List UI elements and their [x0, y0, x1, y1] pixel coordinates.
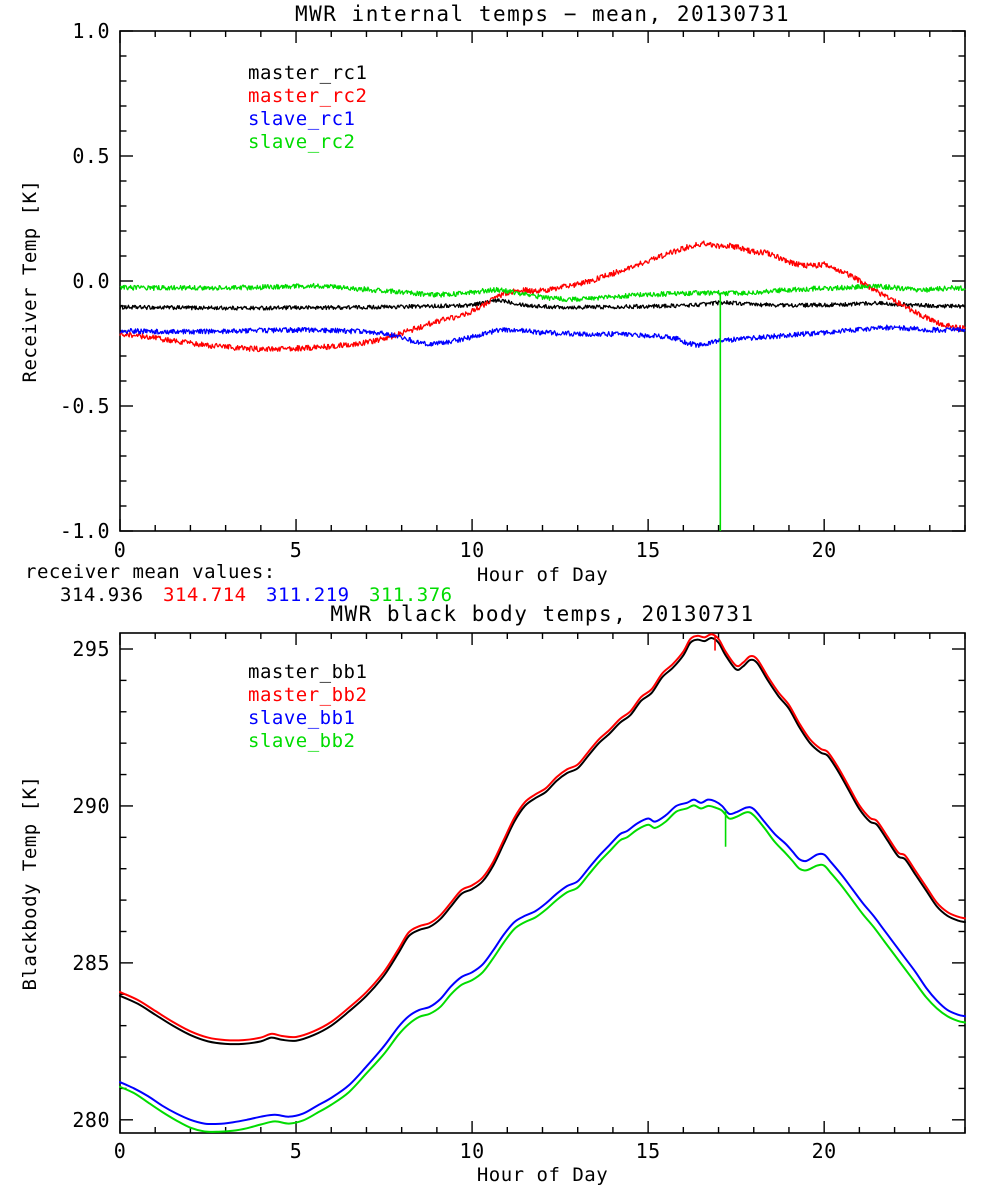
- series-slave_rc2: [119, 282, 966, 303]
- x-tick-label: 15: [636, 538, 661, 562]
- legend-entry-slave_bb2: slave_bb2: [248, 730, 355, 752]
- blackbody-temps-panel: 0 5 10 15 20 295 290 285 280 MWR black body temps…: [19, 602, 966, 1186]
- y-tick-label: 1.0: [72, 19, 110, 43]
- panel-title: MWR black body temps, 20130731: [330, 602, 754, 626]
- legend-entry-master_bb1: master_bb1: [248, 661, 367, 683]
- series-slave_bb1: [119, 798, 966, 1126]
- legend-entry-slave_rc1: slave_rc1: [248, 108, 355, 130]
- y-tick-label: 0.0: [72, 269, 110, 293]
- y-axis-label: Blackbody Temp [K]: [19, 776, 41, 991]
- series-slave_rc1: [119, 324, 966, 348]
- legend-entry-master_rc2: master_rc2: [248, 85, 367, 107]
- series-master_bb1: [119, 637, 966, 1046]
- x-tick-label: 0: [114, 1139, 127, 1163]
- series-master_bb2: [119, 633, 966, 1042]
- x-tick-label: 10: [460, 538, 485, 562]
- x-tick-label: 5: [290, 1139, 303, 1163]
- y-tick-label: 285: [72, 951, 110, 975]
- x-tick-label: 15: [636, 1139, 661, 1163]
- y-tick-label: 0.5: [72, 144, 110, 168]
- y-tick-label: 290: [72, 794, 110, 818]
- x-tick-label: 5: [290, 538, 303, 562]
- legend-entry-master_rc1: master_rc1: [248, 62, 367, 84]
- x-axis-label: Hour of Day: [477, 1164, 608, 1186]
- y-axis-label: Receiver Temp [K]: [19, 180, 41, 383]
- y-tick-label: 295: [72, 637, 110, 661]
- receiver-mean-value-2: 311.219: [266, 584, 350, 606]
- x-axis-label: Hour of Day: [477, 564, 608, 586]
- x-tick-label: 20: [812, 538, 837, 562]
- receiver-mean-value-0: 314.936: [60, 584, 144, 606]
- x-tick-label: 0: [114, 538, 127, 562]
- y-tick-label: 280: [72, 1108, 110, 1132]
- receiver-mean-values-label: receiver mean values:: [25, 561, 276, 583]
- legend-entry-slave_rc2: slave_rc2: [248, 131, 355, 153]
- series-slave_bb2: [119, 804, 966, 1133]
- axes-box: [119, 30, 966, 532]
- y-tick-label: -0.5: [60, 394, 110, 418]
- legend-entry-master_bb2: master_bb2: [248, 684, 367, 706]
- series-master_rc1: [119, 298, 966, 311]
- y-tick-label: -1.0: [60, 519, 110, 543]
- series-master_rc2: [119, 240, 966, 353]
- receiver-temps-panel: 0 5 10 15 20 1.0 0.5 0.0 -0.5 -1.0 MWR internal te…: [19, 2, 966, 606]
- x-tick-label: 10: [460, 1139, 485, 1163]
- receiver-mean-value-1: 314.714: [163, 584, 247, 606]
- legend-entry-slave_bb1: slave_bb1: [248, 707, 355, 729]
- receiver-mean-value-3: 311.376: [369, 584, 453, 606]
- panel-title: MWR internal temps − mean, 20130731: [295, 2, 790, 26]
- x-tick-label: 20: [812, 1139, 837, 1163]
